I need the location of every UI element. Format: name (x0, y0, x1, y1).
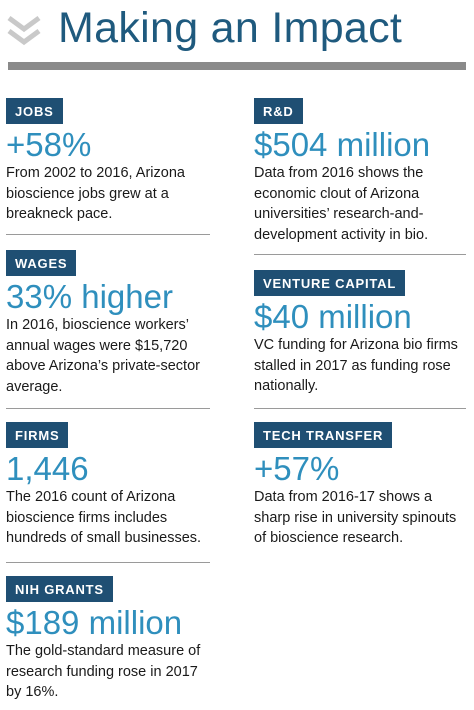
rd-card: R&D $504 million Data from 2016 shows th… (254, 98, 460, 245)
card-description: In 2016, bioscience workers’ annual wage… (6, 317, 200, 395)
card-description: VC funding for Arizona bio firms stalled… (254, 337, 458, 394)
nih-grants-card: NIH GRANTS $189 million The gold-standar… (6, 576, 212, 703)
venture-capital-card: VENTURE CAPITAL $40 million VC funding f… (254, 270, 460, 397)
card-stat: $189 million (6, 604, 183, 641)
jobs-card: JOBS +58% From 2002 to 2016, Arizona bio… (6, 98, 212, 225)
card-description: The gold-standard measure of research fu… (6, 643, 201, 700)
card-label: TECH TRANSFER (254, 422, 393, 448)
page-title: Making an Impact (58, 4, 403, 52)
card-description: Data from 2016 shows the economic clout … (254, 165, 429, 243)
card-description: From 2002 to 2016, Arizona bioscience jo… (6, 165, 185, 222)
divider (254, 408, 466, 409)
card-stat: 33% higher (6, 278, 173, 315)
card-stat: $40 million (254, 298, 412, 335)
card-stat: 1,446 (6, 450, 89, 487)
card-label: VENTURE CAPITAL (254, 270, 406, 296)
card-label: FIRMS (6, 422, 69, 448)
tech-transfer-card: TECH TRANSFER +57% Data from 2016-17 sho… (254, 422, 460, 549)
header: Making an Impact (0, 0, 474, 62)
divider (6, 234, 210, 235)
card-description: The 2016 count of Arizona bioscience fir… (6, 489, 202, 546)
divider (6, 562, 210, 563)
card-stat: $504 million (254, 126, 431, 163)
chevron-down-icon (7, 15, 41, 46)
divider (6, 408, 210, 409)
card-label: JOBS (6, 98, 63, 124)
firms-card: FIRMS 1,446 The 2016 count of Arizona bi… (6, 422, 212, 549)
card-label: NIH GRANTS (6, 576, 113, 602)
header-rule (8, 62, 466, 70)
card-label: R&D (254, 98, 303, 124)
card-stat: +58% (6, 126, 92, 163)
wages-card: WAGES 33% higher In 2016, bioscience wor… (6, 250, 212, 397)
divider (254, 254, 466, 255)
card-description: Data from 2016-17 shows a sharp rise in … (254, 489, 457, 546)
card-label: WAGES (6, 250, 77, 276)
card-stat: +57% (254, 450, 340, 487)
